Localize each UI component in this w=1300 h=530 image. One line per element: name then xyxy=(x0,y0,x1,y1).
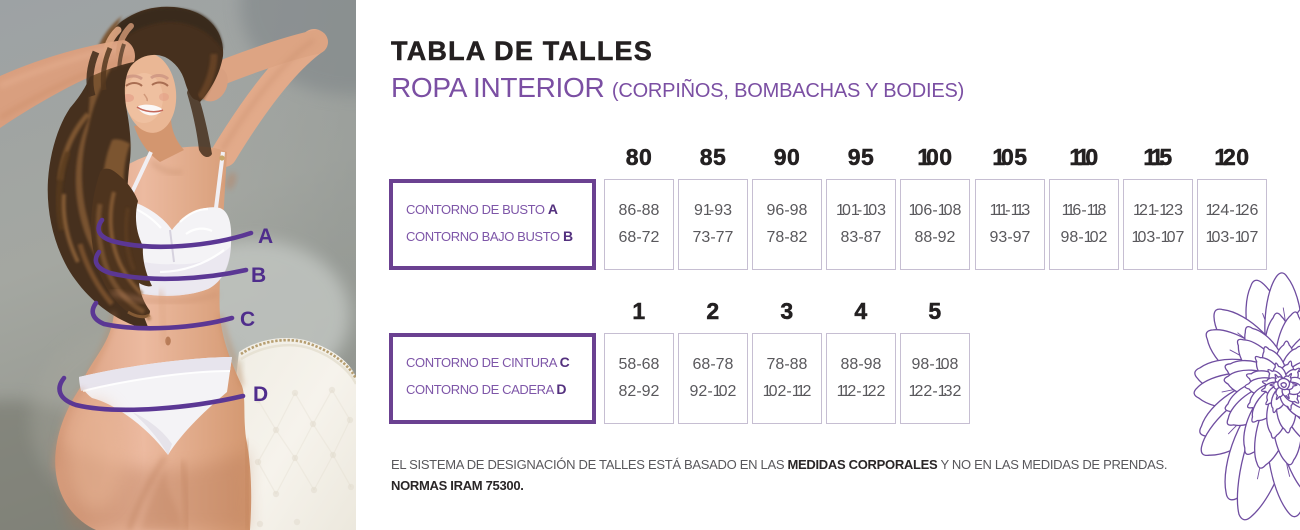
svg-text:A: A xyxy=(258,225,273,248)
svg-text:D: D xyxy=(253,383,268,406)
svg-text:B: B xyxy=(251,264,266,287)
svg-text:C: C xyxy=(240,308,255,331)
